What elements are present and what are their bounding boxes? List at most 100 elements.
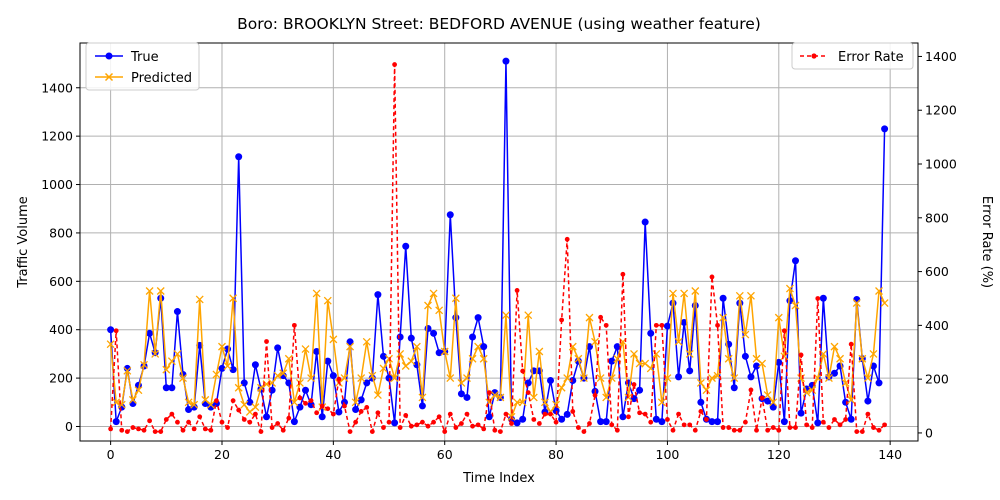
data-point: [223, 362, 232, 370]
data-point: [430, 329, 438, 337]
y2-tick-label: 1000: [925, 157, 957, 172]
data-point: [535, 347, 544, 356]
data-point: [173, 308, 181, 316]
y-axis-label: Traffic Volume: [16, 196, 31, 289]
data-point: [559, 317, 565, 323]
data-point: [303, 400, 308, 406]
data-point: [464, 411, 470, 417]
data-point: [258, 429, 264, 434]
data-point: [386, 419, 392, 425]
data-point: [108, 426, 114, 432]
data-point: [574, 354, 583, 363]
data-point: [280, 427, 286, 433]
data-point: [552, 400, 561, 409]
data-point: [429, 289, 438, 298]
data-point: [218, 342, 226, 351]
data-point: [202, 426, 208, 432]
data-point: [676, 411, 681, 417]
data-point: [542, 411, 548, 417]
data-point: [642, 411, 648, 417]
legend-true-label: True: [130, 50, 159, 65]
data-point: [225, 425, 230, 430]
data-point: [485, 413, 493, 421]
data-point: [819, 349, 828, 358]
data-point: [863, 374, 872, 383]
data-point: [312, 289, 321, 298]
data-point: [486, 390, 492, 395]
data-point: [151, 349, 160, 358]
data-point: [531, 417, 537, 422]
data-point: [392, 62, 397, 67]
data-point: [832, 417, 837, 422]
data-point: [581, 429, 587, 434]
data-point: [570, 409, 576, 414]
data-point: [379, 364, 388, 373]
data-point: [330, 411, 336, 417]
data-point: [704, 417, 709, 422]
legend-right: Error Rate: [791, 42, 914, 70]
data-point: [275, 421, 281, 426]
data-point: [480, 343, 488, 351]
plot-frame: [79, 42, 919, 442]
x-tick-label: 80: [548, 447, 564, 462]
data-point: [474, 342, 483, 351]
data-point: [525, 390, 531, 395]
x-tick-label: 100: [656, 447, 680, 462]
data-point: [152, 429, 158, 434]
data-point: [390, 374, 399, 383]
x-tick-label: 120: [767, 447, 791, 462]
data-point: [865, 411, 871, 417]
data-point: [602, 393, 611, 402]
data-point: [374, 291, 382, 299]
data-point: [697, 398, 705, 406]
data-point: [290, 398, 299, 407]
data-point: [540, 398, 549, 407]
data-point: [241, 417, 247, 422]
data-point: [859, 429, 865, 434]
data-point: [619, 413, 627, 421]
data-point: [219, 419, 225, 425]
data-point: [503, 411, 509, 417]
data-point: [518, 398, 527, 407]
data-point: [575, 425, 581, 430]
y-tick-label: 1000: [41, 177, 73, 192]
data-point: [162, 365, 171, 374]
data-point: [869, 349, 878, 358]
data-point: [323, 296, 332, 305]
data-point: [113, 328, 119, 334]
data-point: [446, 374, 455, 383]
data-point: [420, 419, 425, 425]
data-point: [435, 306, 444, 315]
data-point: [624, 393, 633, 402]
data-point: [854, 429, 860, 434]
data-point: [785, 284, 794, 293]
data-point: [240, 400, 249, 409]
data-point: [557, 383, 566, 392]
data-point: [519, 415, 527, 423]
data-point: [548, 411, 553, 417]
data-point: [708, 418, 716, 426]
data-point: [407, 334, 415, 342]
data-point: [207, 403, 215, 411]
data-point: [186, 419, 191, 425]
data-point: [119, 427, 125, 433]
data-point: [665, 417, 670, 422]
data-point: [329, 372, 337, 380]
data-point: [502, 57, 510, 65]
data-point: [206, 400, 215, 409]
y-tick-label: 200: [49, 371, 73, 386]
data-point: [843, 417, 849, 422]
data-point: [715, 322, 720, 328]
legend-predicted-label: Predicted: [131, 71, 192, 86]
data-point: [431, 419, 436, 425]
data-point: [418, 402, 426, 410]
data-point: [451, 294, 460, 303]
data-point: [698, 409, 704, 414]
data-point: [653, 322, 659, 328]
data-point: [453, 425, 459, 430]
data-point: [652, 415, 660, 423]
data-point: [128, 395, 137, 404]
x-tick-label: 40: [325, 447, 341, 462]
axis-ticks: 0 20 40 60 80 100 120 1400200400600800100012001…: [41, 49, 957, 462]
data-point: [129, 399, 137, 407]
